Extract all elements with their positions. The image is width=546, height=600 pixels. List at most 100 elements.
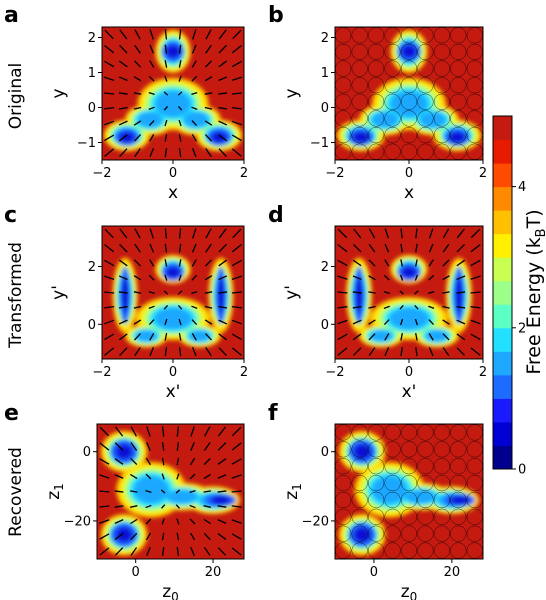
force-arrow xyxy=(218,76,228,82)
force-arrow xyxy=(178,347,182,357)
force-arrow xyxy=(133,92,142,95)
grid-circle xyxy=(367,93,385,110)
force-arrow xyxy=(130,532,138,541)
force-arrow xyxy=(178,259,182,267)
force-arrow xyxy=(149,148,155,158)
force-arrow xyxy=(177,105,183,111)
force-arrow xyxy=(368,333,376,341)
force-arrow xyxy=(400,333,403,341)
force-arrow xyxy=(337,275,348,280)
force-arrow xyxy=(218,60,228,68)
force-arrow xyxy=(133,106,142,110)
force-arrow xyxy=(337,347,348,356)
grid-circle xyxy=(400,93,418,110)
force-arrow xyxy=(164,347,168,357)
grid-circle xyxy=(417,43,434,61)
force-arrow xyxy=(384,347,390,357)
grid-circle xyxy=(400,110,418,127)
y-tick-label: −20 xyxy=(64,514,91,529)
force-arrow xyxy=(178,133,182,142)
grid-circle xyxy=(417,126,434,144)
force-arrow xyxy=(191,319,198,326)
x-tick-label: −2 xyxy=(92,365,111,380)
force-arrow xyxy=(130,547,138,556)
force-arrow xyxy=(218,228,227,239)
force-arrow xyxy=(134,347,141,357)
colorbar-band xyxy=(493,186,512,211)
force-arrow xyxy=(428,243,434,253)
force-arrow xyxy=(191,91,198,96)
panel-letter-b: b xyxy=(268,3,284,28)
force-arrow xyxy=(177,290,183,295)
force-arrow xyxy=(217,547,227,556)
force-arrow xyxy=(114,505,124,508)
force-arrow xyxy=(415,347,418,357)
force-arrow xyxy=(189,518,196,525)
x-tick-label: 2 xyxy=(479,166,487,181)
panel-letter-a: a xyxy=(4,3,19,28)
y-tick-label: 0 xyxy=(321,101,329,116)
force-arrow xyxy=(99,458,110,465)
colorbar-tick-label: 0 xyxy=(518,463,526,478)
force-arrow xyxy=(231,319,243,325)
force-arrow xyxy=(99,490,110,493)
force-arrow xyxy=(231,291,242,294)
force-arrow xyxy=(178,148,182,158)
force-arrow xyxy=(232,29,242,40)
force-arrow xyxy=(163,91,169,96)
energy-minimum-core xyxy=(354,444,371,459)
force-arrow xyxy=(104,305,115,309)
panel-f: 0 20 −20 0 z0 z1 xyxy=(282,423,484,600)
force-arrow xyxy=(400,347,403,357)
force-arrow xyxy=(164,259,168,267)
force-arrow xyxy=(217,474,227,479)
force-arrow xyxy=(218,305,228,309)
grid-circle xyxy=(400,542,418,559)
panel-d: −2 0 2 0 2 x' y' xyxy=(282,225,487,402)
force-arrow xyxy=(217,533,227,540)
x-axis-label: x xyxy=(168,183,178,203)
force-arrow xyxy=(133,76,142,82)
heatmap-b xyxy=(335,27,483,160)
force-arrow xyxy=(164,332,168,341)
force-arrow xyxy=(146,426,151,437)
force-arrow xyxy=(204,305,213,309)
force-arrow xyxy=(191,44,197,54)
energy-minimum-core xyxy=(119,132,135,143)
force-arrow xyxy=(161,426,165,437)
force-arrow xyxy=(118,92,128,95)
y-tick-label: 0 xyxy=(321,318,329,333)
force-arrow xyxy=(104,29,114,40)
force-arrow xyxy=(161,532,165,541)
y-tick-label: 0 xyxy=(88,318,96,333)
grid-circle xyxy=(351,491,368,509)
force-arrow xyxy=(164,44,168,54)
energy-minimum-core xyxy=(166,267,180,278)
force-arrow xyxy=(119,148,128,157)
grid-circle xyxy=(433,77,451,94)
force-arrow xyxy=(337,259,348,267)
force-arrow xyxy=(175,504,180,509)
force-arrow xyxy=(190,426,195,437)
force-arrow xyxy=(415,243,418,253)
force-arrow xyxy=(191,148,197,158)
force-arrow xyxy=(203,442,211,451)
force-arrow xyxy=(442,291,450,294)
y-tick-label: 2 xyxy=(321,260,329,275)
force-arrow xyxy=(456,228,465,239)
y-tick-label: 2 xyxy=(321,31,329,46)
force-arrow xyxy=(104,259,115,267)
force-arrow xyxy=(456,244,466,253)
force-arrow xyxy=(176,473,180,480)
force-arrow xyxy=(428,347,434,357)
force-arrow xyxy=(190,546,195,557)
force-arrow xyxy=(442,319,450,325)
force-arrow xyxy=(192,228,197,239)
force-arrow xyxy=(415,228,418,239)
colorbar-band xyxy=(493,139,512,164)
force-arrow xyxy=(337,306,348,309)
row-label-recovered: Recovered xyxy=(6,447,26,537)
force-arrow xyxy=(231,505,242,508)
force-arrow xyxy=(178,243,182,253)
x-tick-label: 20 xyxy=(444,565,461,580)
